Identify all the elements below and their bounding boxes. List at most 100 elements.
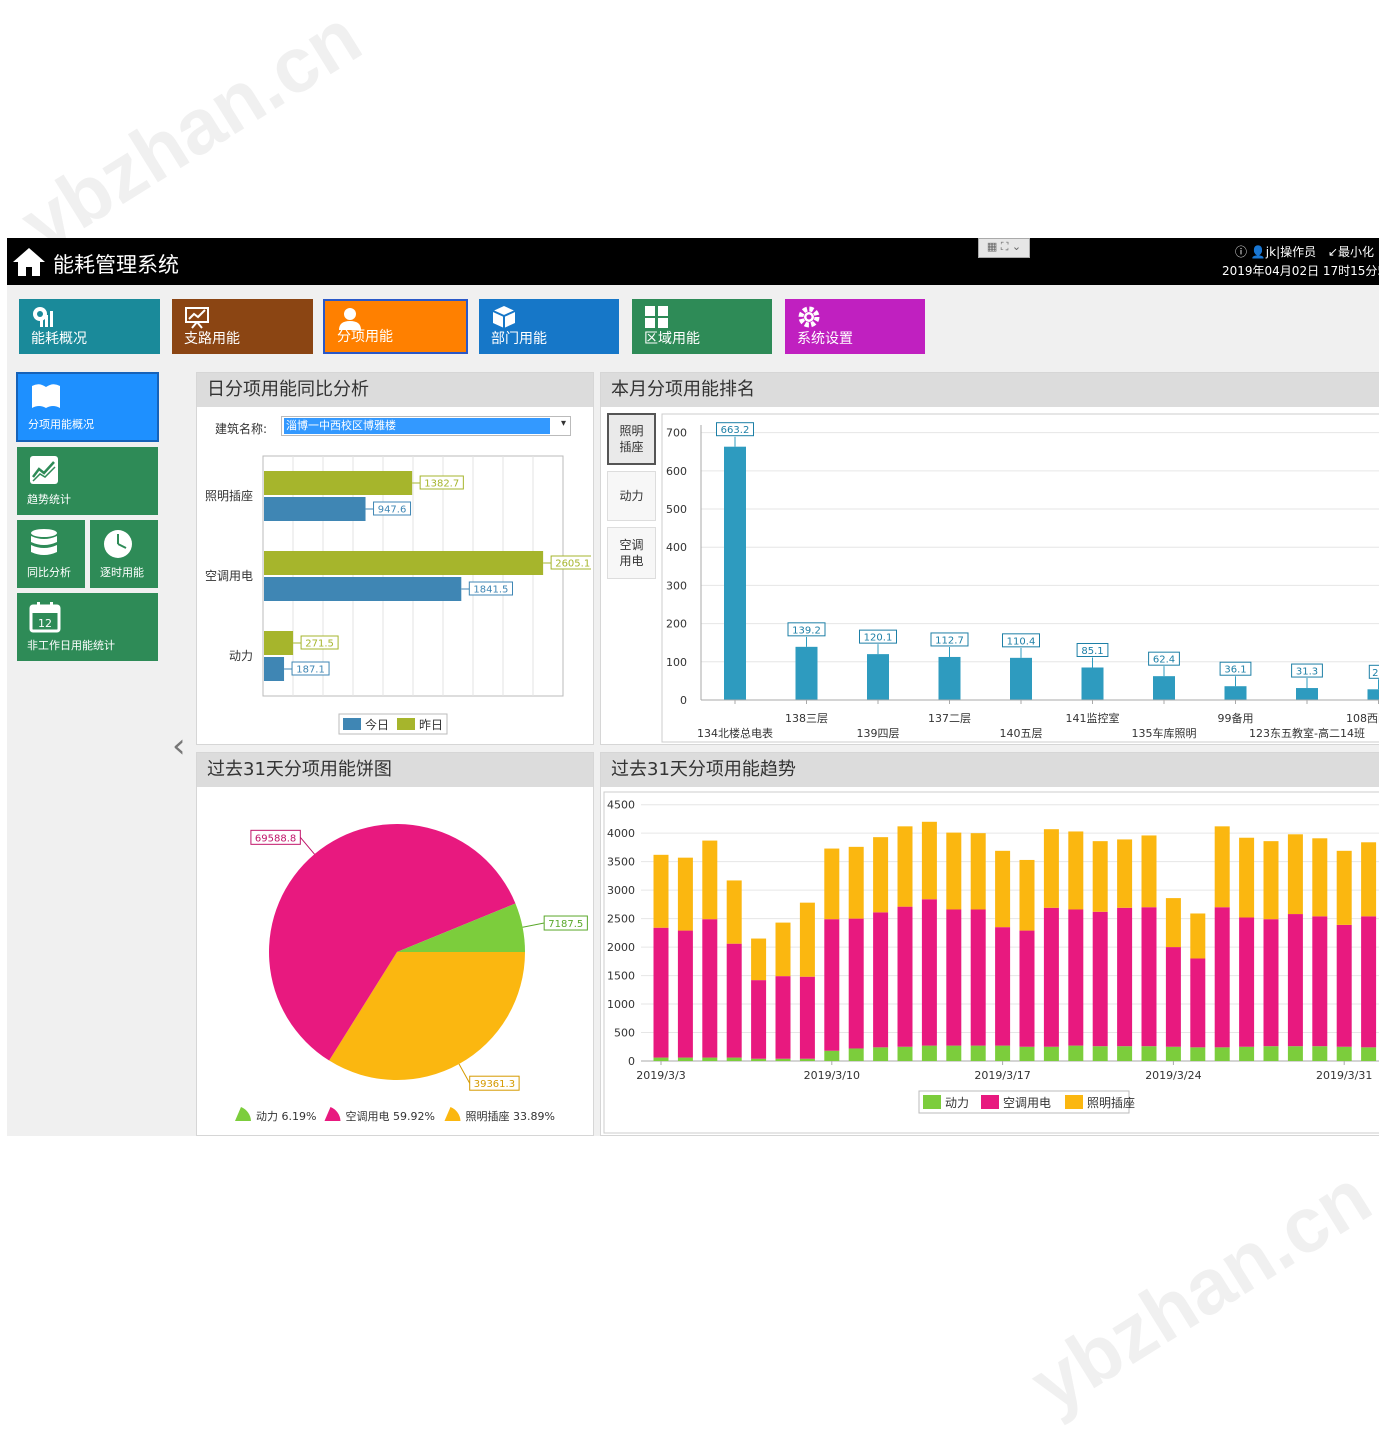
- bar-segment: [654, 855, 669, 928]
- tab-lighting-socket[interactable]: 照明插座: [607, 413, 656, 465]
- data-label: 120.1: [864, 633, 893, 644]
- bar-segment: [898, 826, 913, 906]
- nav-label: 支路用能: [184, 328, 240, 348]
- category-label: 动力: [229, 649, 253, 663]
- tab-power[interactable]: 动力: [607, 471, 656, 521]
- bar-segment: [1215, 1047, 1230, 1061]
- legend-label: 照明插座 33.89%: [466, 1109, 555, 1123]
- bar-segment: [1142, 835, 1157, 907]
- x-tick-label: 2019/3/10: [804, 1069, 860, 1082]
- bar-segment: [1117, 1046, 1132, 1061]
- bar-segment: [1190, 913, 1205, 958]
- nav-area-energy[interactable]: 区域用能: [632, 299, 772, 354]
- bar-today: [264, 497, 366, 521]
- building-select[interactable]: 淄博一中西校区博雅楼 ▾: [281, 416, 571, 436]
- bar: [1153, 676, 1175, 700]
- nav-department-energy[interactable]: 部门用能: [479, 299, 619, 354]
- bar-segment: [922, 899, 937, 1045]
- collapse-arrow[interactable]: ‹: [172, 726, 186, 766]
- side-label: 逐时用能: [100, 564, 144, 580]
- x-tick-label: 2019/3/31: [1316, 1069, 1372, 1082]
- minimize-icon[interactable]: ↙: [1328, 245, 1338, 259]
- bar-segment: [1190, 958, 1205, 1047]
- bar-segment: [1312, 1046, 1327, 1061]
- y-tick-label: 200: [666, 618, 687, 631]
- bar-segment: [873, 837, 888, 912]
- tab-aircon[interactable]: 空调用电: [607, 527, 656, 579]
- side-yoy-analysis[interactable]: 同比分析: [17, 520, 85, 588]
- book-icon: [30, 382, 62, 410]
- bar-segment: [1312, 838, 1327, 916]
- side-trend-stats[interactable]: 趋势统计: [17, 447, 158, 515]
- bar: [1225, 686, 1247, 700]
- gear-icon: [797, 305, 823, 329]
- calendar-day: 12: [38, 617, 52, 630]
- side-itemized-overview[interactable]: 分项用能概况: [16, 372, 159, 442]
- building-label: 建筑名称:: [215, 420, 267, 437]
- bar-segment: [800, 1059, 815, 1061]
- bar-segment: [873, 912, 888, 1047]
- minimize-button[interactable]: 最小化: [1338, 245, 1374, 259]
- bar-segment: [1093, 912, 1108, 1046]
- chart-pie-icon: [31, 305, 57, 329]
- y-tick-label: 3000: [607, 884, 635, 897]
- bar-segment: [1142, 907, 1157, 1046]
- y-tick-label: 500: [614, 1027, 635, 1040]
- side-nonworkday-stats[interactable]: 12 非工作日用能统计: [17, 593, 158, 661]
- home-icon[interactable]: [11, 246, 47, 278]
- data-label: 69588.8: [255, 833, 296, 844]
- bar: [1010, 658, 1032, 700]
- leader-line: [459, 1064, 470, 1083]
- bar-segment: [678, 858, 693, 931]
- data-label: 7187.5: [548, 919, 583, 930]
- bar-segment: [898, 1047, 913, 1061]
- bar-segment: [727, 944, 742, 1058]
- nav-branch-energy[interactable]: 支路用能: [172, 299, 313, 354]
- category-label: 空调用电: [205, 569, 253, 583]
- y-tick-label: 400: [666, 541, 687, 554]
- bar-segment: [824, 1051, 839, 1061]
- bar: [867, 654, 889, 700]
- data-label: 139.2: [792, 625, 821, 636]
- x-tick-label: 140五层: [1000, 727, 1043, 740]
- data-label: 187.1: [296, 665, 325, 676]
- side-hourly-energy[interactable]: 逐时用能: [90, 520, 158, 588]
- legend-label: 动力 6.19%: [256, 1110, 316, 1123]
- bar-segment: [751, 980, 766, 1059]
- nav-system-settings[interactable]: 系统设置: [785, 299, 925, 354]
- nav-itemized-energy[interactable]: 分项用能: [323, 299, 468, 354]
- bar-segment: [1044, 1047, 1059, 1061]
- x-tick-label: 137二层: [928, 712, 971, 725]
- data-label: 62.4: [1153, 655, 1175, 666]
- window-control-button[interactable]: ▦ ⛶ ⌄: [978, 238, 1030, 258]
- legend-label: 动力: [945, 1096, 969, 1110]
- cube-icon: [491, 305, 517, 329]
- y-tick-label: 700: [666, 427, 687, 440]
- bar-segment: [946, 833, 961, 910]
- y-tick-label: 0: [628, 1055, 635, 1068]
- bar-segment: [1361, 1047, 1376, 1061]
- bar-yesterday: [264, 631, 293, 655]
- nav-label: 分项用能: [337, 326, 393, 346]
- user-icon: 👤: [1251, 245, 1266, 259]
- data-label: 28: [1372, 668, 1379, 679]
- calendar-icon: 12: [29, 601, 61, 633]
- bar-segment: [946, 1046, 961, 1061]
- bar-segment: [1264, 1046, 1279, 1061]
- bar-segment: [702, 841, 717, 920]
- bar-segment: [751, 1059, 766, 1061]
- bar-segment: [1020, 1047, 1035, 1061]
- info-icon[interactable]: ⓘ: [1235, 245, 1247, 259]
- bar-segment: [654, 928, 669, 1058]
- nav-energy-overview[interactable]: 能耗概况: [19, 299, 160, 354]
- database-icon: [29, 528, 59, 558]
- bar-segment: [971, 909, 986, 1045]
- chevron-down-icon[interactable]: ▾: [561, 418, 566, 429]
- bar-segment: [1288, 914, 1303, 1046]
- x-tick-label: 135车库照明: [1132, 726, 1197, 740]
- legend-swatch: [397, 718, 415, 730]
- user-name[interactable]: jk|操作员: [1266, 245, 1316, 259]
- bar-segment: [1264, 919, 1279, 1046]
